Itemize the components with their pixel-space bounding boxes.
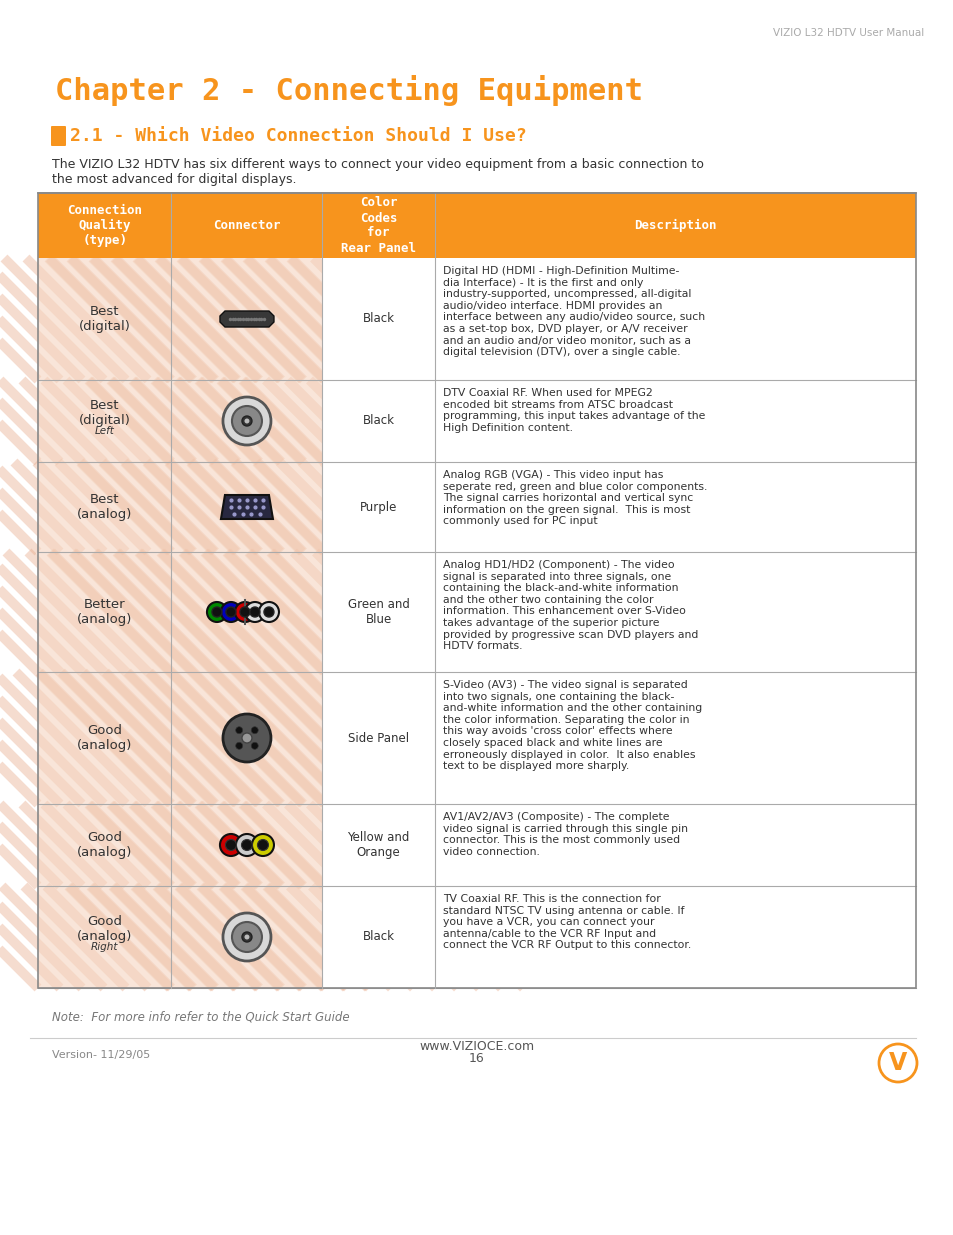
FancyBboxPatch shape bbox=[172, 885, 322, 988]
Circle shape bbox=[225, 840, 236, 851]
Circle shape bbox=[226, 606, 235, 618]
Text: The VIZIO L32 HDTV has six different ways to connect your video equipment from a: The VIZIO L32 HDTV has six different way… bbox=[52, 158, 703, 170]
Circle shape bbox=[220, 834, 242, 856]
Text: Side Panel: Side Panel bbox=[348, 731, 409, 745]
Circle shape bbox=[241, 840, 253, 851]
FancyBboxPatch shape bbox=[172, 672, 322, 804]
Text: Green and
Blue: Green and Blue bbox=[347, 598, 409, 626]
Text: Good
(analog): Good (analog) bbox=[77, 724, 132, 752]
Text: www.VIZIOCE.com: www.VIZIOCE.com bbox=[419, 1040, 534, 1053]
Text: Chapter 2 - Connecting Equipment: Chapter 2 - Connecting Equipment bbox=[55, 75, 642, 106]
Circle shape bbox=[258, 601, 278, 622]
Text: Description: Description bbox=[634, 219, 716, 232]
Circle shape bbox=[242, 932, 252, 942]
Circle shape bbox=[244, 419, 249, 424]
Text: TV Coaxial RF. This is the connection for
standard NTSC TV using antenna or cabl: TV Coaxial RF. This is the connection fo… bbox=[442, 894, 690, 951]
Text: Color
Codes
for
Rear Panel: Color Codes for Rear Panel bbox=[341, 196, 416, 254]
Circle shape bbox=[244, 935, 249, 940]
FancyBboxPatch shape bbox=[322, 552, 915, 672]
Text: S-Video (AV3) - The video signal is separated
into two signals, one containing t: S-Video (AV3) - The video signal is sepa… bbox=[442, 680, 701, 771]
Circle shape bbox=[232, 406, 262, 436]
Text: Connection
Quality
(type): Connection Quality (type) bbox=[67, 204, 142, 247]
Text: Version- 11/29/05: Version- 11/29/05 bbox=[52, 1050, 150, 1060]
Text: AV1/AV2/AV3 (Composite) - The complete
video signal is carried through this sing: AV1/AV2/AV3 (Composite) - The complete v… bbox=[442, 811, 687, 857]
FancyBboxPatch shape bbox=[172, 804, 322, 885]
FancyBboxPatch shape bbox=[322, 885, 915, 988]
Circle shape bbox=[234, 601, 254, 622]
Text: Best
(analog): Best (analog) bbox=[77, 493, 132, 521]
Circle shape bbox=[221, 601, 241, 622]
Text: Black: Black bbox=[362, 930, 395, 944]
Circle shape bbox=[235, 726, 242, 734]
FancyBboxPatch shape bbox=[172, 462, 322, 552]
Text: the most advanced for digital displays.: the most advanced for digital displays. bbox=[52, 173, 296, 186]
Circle shape bbox=[878, 1044, 916, 1082]
Text: Good
(analog): Good (analog) bbox=[77, 915, 132, 944]
Circle shape bbox=[245, 601, 265, 622]
Text: DTV Coaxial RF. When used for MPEG2
encoded bit streams from ATSC broadcast
prog: DTV Coaxial RF. When used for MPEG2 enco… bbox=[442, 388, 704, 432]
Circle shape bbox=[240, 606, 250, 618]
Circle shape bbox=[251, 742, 258, 750]
FancyBboxPatch shape bbox=[172, 380, 322, 462]
FancyBboxPatch shape bbox=[51, 126, 66, 146]
Text: Analog HD1/HD2 (Component) - The video
signal is separated into three signals, o: Analog HD1/HD2 (Component) - The video s… bbox=[442, 559, 698, 651]
FancyBboxPatch shape bbox=[322, 462, 915, 552]
FancyBboxPatch shape bbox=[38, 672, 172, 804]
Text: Connector: Connector bbox=[213, 219, 280, 232]
FancyBboxPatch shape bbox=[322, 804, 915, 885]
Text: 16: 16 bbox=[469, 1052, 484, 1065]
Text: Good
(analog): Good (analog) bbox=[77, 831, 132, 860]
FancyBboxPatch shape bbox=[38, 193, 915, 258]
FancyBboxPatch shape bbox=[38, 258, 172, 380]
FancyBboxPatch shape bbox=[322, 258, 915, 380]
Circle shape bbox=[242, 416, 252, 426]
Circle shape bbox=[252, 834, 274, 856]
Circle shape bbox=[223, 714, 271, 762]
Text: Black: Black bbox=[362, 312, 395, 326]
Circle shape bbox=[242, 734, 252, 743]
Circle shape bbox=[235, 742, 242, 750]
Circle shape bbox=[264, 606, 274, 618]
FancyBboxPatch shape bbox=[322, 380, 915, 462]
FancyBboxPatch shape bbox=[38, 552, 172, 672]
Text: Black: Black bbox=[362, 415, 395, 427]
Text: Yellow and
Orange: Yellow and Orange bbox=[347, 831, 410, 860]
FancyBboxPatch shape bbox=[38, 380, 172, 462]
Circle shape bbox=[223, 913, 271, 961]
Text: 2.1 - Which Video Connection Should I Use?: 2.1 - Which Video Connection Should I Us… bbox=[70, 127, 526, 144]
Text: V: V bbox=[888, 1051, 906, 1074]
Circle shape bbox=[251, 726, 258, 734]
Circle shape bbox=[250, 606, 259, 618]
Circle shape bbox=[212, 606, 222, 618]
FancyBboxPatch shape bbox=[172, 552, 322, 672]
FancyBboxPatch shape bbox=[38, 885, 172, 988]
Circle shape bbox=[223, 396, 271, 445]
Text: Better
(analog): Better (analog) bbox=[77, 598, 132, 626]
Text: Digital HD (HDMI - High-Definition Multime-
dia Interface) - It is the first and: Digital HD (HDMI - High-Definition Multi… bbox=[442, 266, 704, 357]
Text: Analog RGB (VGA) - This video input has
seperate red, green and blue color compo: Analog RGB (VGA) - This video input has … bbox=[442, 471, 706, 526]
Text: Left: Left bbox=[94, 426, 114, 436]
Text: Right: Right bbox=[91, 942, 118, 952]
FancyBboxPatch shape bbox=[38, 804, 172, 885]
Circle shape bbox=[235, 834, 257, 856]
Text: VIZIO L32 HDTV User Manual: VIZIO L32 HDTV User Manual bbox=[772, 28, 923, 38]
Text: Best
(digital): Best (digital) bbox=[79, 399, 131, 427]
Circle shape bbox=[232, 923, 262, 952]
Polygon shape bbox=[220, 311, 274, 327]
Circle shape bbox=[207, 601, 227, 622]
FancyBboxPatch shape bbox=[172, 258, 322, 380]
FancyBboxPatch shape bbox=[38, 462, 172, 552]
Text: Note:  For more info refer to the Quick Start Guide: Note: For more info refer to the Quick S… bbox=[52, 1010, 349, 1023]
Polygon shape bbox=[221, 495, 273, 519]
Circle shape bbox=[257, 840, 268, 851]
Text: Purple: Purple bbox=[359, 500, 397, 514]
FancyBboxPatch shape bbox=[322, 672, 915, 804]
Text: Best
(digital): Best (digital) bbox=[79, 305, 131, 333]
